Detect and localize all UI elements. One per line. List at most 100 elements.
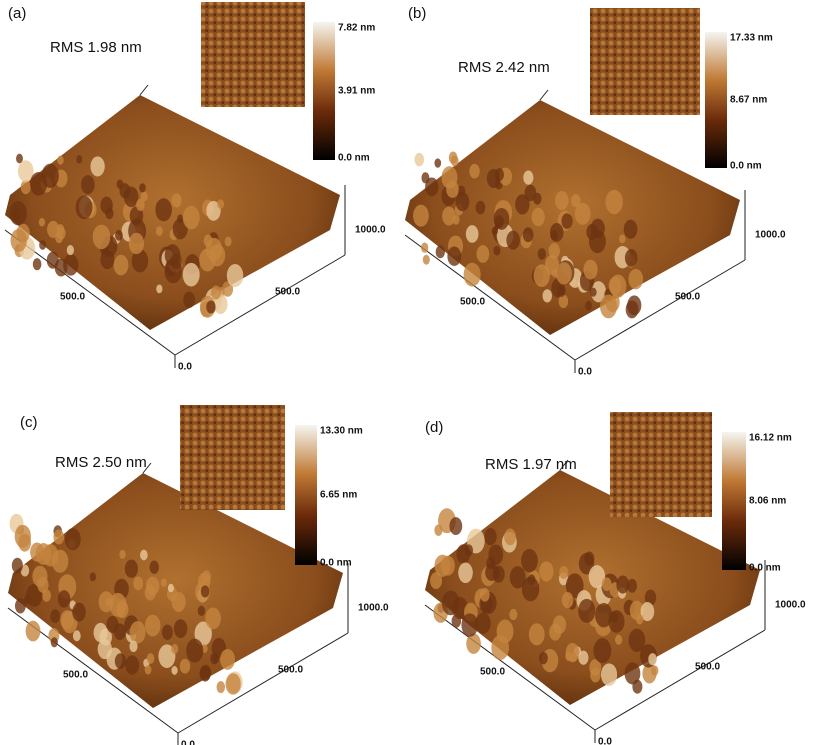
surface-grain — [469, 163, 480, 179]
surface-grain — [17, 160, 34, 183]
surface-grain — [20, 180, 31, 195]
surface-grain — [220, 649, 235, 670]
surface-grain — [506, 230, 520, 250]
axis-origin: 0.0 — [178, 362, 192, 373]
surface-grain — [72, 602, 86, 622]
surface-grain — [9, 201, 27, 226]
surface-grain — [25, 620, 41, 642]
surface-grain — [35, 543, 52, 565]
scale-mid: 6.65 nm — [320, 490, 357, 501]
surface-grain — [140, 191, 148, 202]
surface-grain — [222, 281, 234, 297]
color-bar — [295, 425, 317, 565]
axis-line — [594, 629, 766, 731]
rms-label: RMS 1.98 nm — [50, 39, 142, 56]
surface-grain — [531, 207, 545, 227]
surface-grain — [125, 655, 140, 675]
axis-far: 1000.0 — [358, 603, 389, 614]
surface-grain — [414, 152, 425, 167]
surface-grain — [80, 175, 95, 195]
surface-grain — [199, 666, 211, 682]
panel-label: (d) — [425, 419, 443, 436]
surface-grain — [628, 268, 644, 290]
axis-line — [177, 632, 349, 734]
surface-grain — [488, 544, 504, 566]
surface-grain — [38, 217, 46, 227]
afm-inset — [201, 2, 305, 107]
surface-grain — [609, 274, 627, 298]
axis-right: 500.0 — [695, 662, 720, 673]
surface-grain — [53, 529, 65, 545]
afm-surface — [405, 100, 740, 335]
axis-right: 500.0 — [275, 287, 300, 298]
surface-grain — [144, 614, 161, 637]
surface-grain — [209, 244, 226, 267]
surface-grain — [590, 281, 607, 303]
surface-grain — [10, 228, 27, 252]
surface-grain — [171, 193, 182, 208]
surface-grain — [463, 262, 481, 287]
surface-grain — [533, 264, 550, 288]
surface-grain — [197, 605, 206, 616]
surface-grain — [496, 619, 514, 644]
axis-left: 500.0 — [460, 297, 485, 308]
surface-grain — [420, 242, 429, 253]
surface-grain — [39, 240, 47, 250]
surface-grain — [466, 633, 481, 654]
surface-grain — [509, 566, 526, 589]
surface-grain — [179, 658, 191, 674]
surface-grain — [18, 533, 32, 552]
surface-grain — [194, 621, 212, 646]
scale-mid: 8.67 nm — [730, 95, 767, 106]
surface-grain — [451, 614, 462, 628]
surface-grain — [144, 664, 152, 675]
surface-grain — [225, 673, 241, 695]
surface-grain — [72, 630, 81, 642]
surface-grain — [183, 291, 196, 309]
surface-grain — [115, 229, 123, 241]
surface-grain — [205, 607, 221, 630]
surface-grain — [160, 578, 167, 587]
afm-inset — [610, 412, 712, 517]
color-bar — [722, 432, 746, 570]
scale-max: 7.82 nm — [338, 23, 375, 34]
surface-grain — [430, 572, 443, 590]
surface-grain — [23, 595, 31, 605]
surface-grain — [504, 528, 517, 546]
surface-grain — [66, 245, 75, 256]
surface-grain — [92, 224, 111, 250]
axis-line — [574, 259, 746, 361]
surface-grain — [119, 549, 126, 559]
surface-grain — [623, 219, 638, 239]
surface-grain — [89, 572, 97, 582]
surface-grain — [158, 644, 176, 669]
surface-grain — [571, 193, 581, 208]
surface-grain — [139, 183, 146, 193]
surface-grain — [441, 590, 460, 616]
scale-mid: 8.06 nm — [749, 496, 786, 507]
surface-grain — [20, 564, 30, 577]
surface-grain — [557, 285, 566, 297]
surface-grain — [434, 524, 443, 536]
surface-grain — [155, 226, 163, 236]
surface-grain — [129, 621, 146, 644]
surface-grain — [476, 245, 490, 263]
surface-grain — [636, 614, 644, 625]
axis-far: 1000.0 — [755, 230, 786, 241]
axis-origin: 0.0 — [181, 740, 195, 745]
surface-grain — [422, 254, 430, 265]
surface-grain — [561, 591, 574, 609]
surface-grain — [425, 177, 439, 197]
axis-line — [139, 84, 149, 96]
surface-grain — [97, 639, 112, 660]
surface-grain — [446, 180, 459, 198]
surface-grain — [450, 155, 459, 167]
surface-grain — [648, 653, 657, 666]
surface-grain — [449, 517, 463, 536]
surface-grain — [590, 287, 597, 297]
afm-inset — [590, 8, 700, 115]
surface-grain — [182, 262, 200, 287]
surface-grain — [461, 613, 479, 637]
surface-grain — [146, 653, 155, 664]
surface-grain — [565, 573, 584, 599]
